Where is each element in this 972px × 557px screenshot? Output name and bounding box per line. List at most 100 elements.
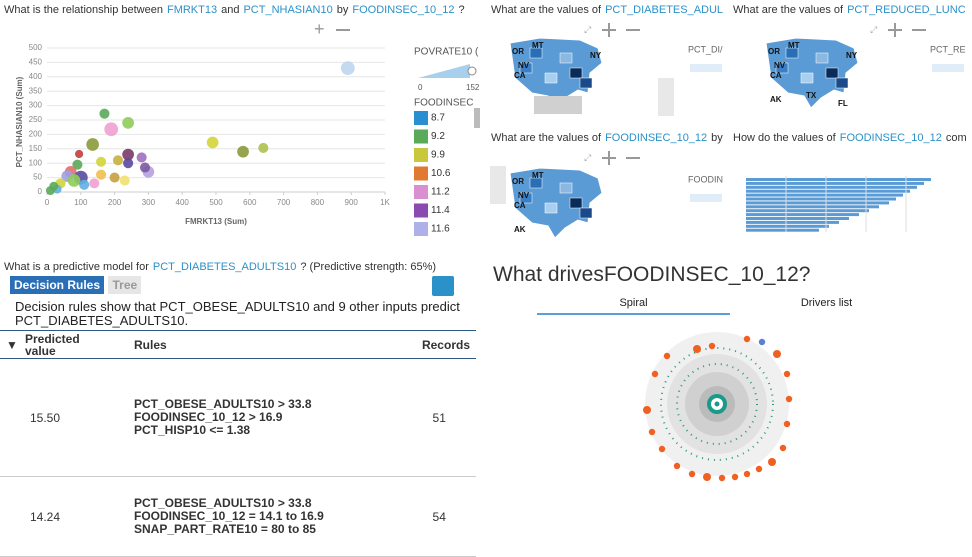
- legend-label: 8.7: [431, 113, 445, 124]
- bubble: [136, 152, 147, 163]
- x-tick-label: 600: [243, 198, 257, 207]
- driver-dot[interactable]: [658, 445, 666, 453]
- thumbnail-bar: [746, 178, 931, 181]
- driver-dot[interactable]: [785, 395, 793, 403]
- bubble: [206, 136, 219, 149]
- rule: FOODINSEC_10_12 = 14.1 to 16.9: [134, 509, 324, 523]
- driver-dot[interactable]: [648, 428, 656, 436]
- legend-title: PCT_DI/: [688, 44, 723, 54]
- question-part: What is a predictive model for: [4, 261, 149, 273]
- zoom-in[interactable]: [608, 23, 610, 37]
- driver-dot[interactable]: [783, 420, 791, 428]
- driver-dot[interactable]: [708, 342, 716, 350]
- driver-dot[interactable]: [773, 350, 781, 358]
- carousel-prev[interactable]: [490, 166, 506, 204]
- header-cell: Records: [421, 337, 470, 352]
- question-part: ?: [798, 263, 811, 286]
- map-question: What are the values of PCT_REDUCED_LUNC: [733, 4, 972, 16]
- state-label: NY: [590, 51, 602, 60]
- rule: PCT_OBESE_ADULTS10 > 33.8: [134, 397, 312, 411]
- bubble: [96, 169, 107, 180]
- map-region: [835, 77, 849, 89]
- insight-button[interactable]: [432, 276, 454, 296]
- legend-tick: 0: [418, 83, 423, 92]
- driver-dot[interactable]: [693, 345, 701, 353]
- driver-dot[interactable]: [718, 474, 726, 482]
- map-region: [579, 207, 593, 219]
- legend-title: PCT_RE: [930, 44, 966, 54]
- legend-gradient: [690, 64, 722, 72]
- thumbnail-bar: [746, 185, 917, 189]
- map-region: [569, 67, 583, 79]
- thumbnail-bar: [746, 205, 879, 209]
- driver-dot[interactable]: [768, 458, 776, 466]
- question-part: FOODINSEC_10_12: [603, 263, 799, 286]
- x-tick-label: 900: [345, 198, 359, 207]
- zoom-in[interactable]: [608, 151, 610, 165]
- bubble: [67, 174, 81, 187]
- y-tick-label: 450: [29, 58, 43, 67]
- cell: 14.24: [30, 509, 61, 524]
- driver-dot[interactable]: [651, 370, 659, 378]
- driver-dot[interactable]: [743, 470, 751, 478]
- driver-dot[interactable]: [663, 352, 671, 360]
- driver-dot[interactable]: [758, 338, 766, 346]
- state-label: MT: [532, 171, 544, 180]
- driver-dot[interactable]: [783, 370, 791, 378]
- driver-dot[interactable]: [703, 473, 711, 481]
- x-tick-label: 800: [311, 198, 325, 207]
- state-label: MT: [788, 41, 800, 50]
- legend-label: 9.2: [431, 131, 445, 142]
- zoom-out[interactable]: [626, 29, 640, 31]
- bubble: [122, 148, 134, 161]
- header-cell: Predicted value: [25, 331, 80, 358]
- driver-dot[interactable]: [743, 335, 751, 343]
- map-region: [775, 62, 789, 74]
- size-wedge: [418, 64, 470, 78]
- zoom-out[interactable]: [912, 29, 926, 31]
- driver-dot[interactable]: [731, 473, 739, 481]
- driver-dot[interactable]: [755, 465, 763, 473]
- header-row: ▼ Predicted value Rules Records: [0, 330, 476, 359]
- map-region: [519, 62, 533, 74]
- state-label: MT: [532, 41, 544, 50]
- driver-dot[interactable]: [688, 470, 696, 478]
- question-part: How do the values of: [733, 132, 836, 144]
- carousel-next[interactable]: [658, 78, 674, 116]
- zoom-out[interactable]: [626, 157, 640, 159]
- ring: [660, 347, 774, 461]
- drivers-title: What drivesFOODINSEC_10_12?: [493, 263, 810, 287]
- zoom-controls[interactable]: +: [314, 19, 350, 39]
- state-label: NV: [518, 61, 530, 70]
- legend-swatch: [414, 185, 428, 199]
- scatter-chart: PCT_NHASIAN10 (Sum) FMRKT13 (Sum) + 0 50 1…: [15, 19, 480, 236]
- sort-icon[interactable]: ▼: [6, 337, 18, 352]
- map-region: [569, 197, 583, 209]
- thumbnail-bar: [746, 197, 896, 201]
- y-tick-label: 200: [29, 130, 43, 139]
- thumbnail-bar: [746, 189, 910, 193]
- question-part: by: [711, 132, 723, 144]
- tab[interactable]: Tree: [108, 276, 142, 294]
- tab[interactable]: Drivers list: [800, 297, 853, 309]
- map-region: [579, 77, 593, 89]
- zoom-in[interactable]: +: [314, 19, 325, 39]
- tab[interactable]: Decision Rules: [10, 276, 105, 294]
- y-tick-label: 300: [29, 101, 43, 110]
- thumbnail-bar: [746, 217, 849, 220]
- y-tick-label: 50: [33, 173, 42, 182]
- question-part: What are the values of: [733, 4, 844, 16]
- cell: 15.50: [30, 410, 61, 425]
- zoom-in[interactable]: [894, 23, 896, 37]
- state-label: AK: [514, 225, 526, 234]
- legend-title: FOODIN: [688, 174, 723, 184]
- zoom-out[interactable]: [336, 29, 350, 31]
- table-row: 14.24 PCT_OBESE_ADULTS10 > 33.8 FOODINSEC_…: [0, 477, 476, 557]
- tab[interactable]: Spiral: [537, 297, 730, 315]
- driver-dot[interactable]: [779, 444, 787, 452]
- driver-dot[interactable]: [643, 406, 651, 414]
- question-part: FOODINSEC_10_12: [605, 132, 708, 144]
- bubble: [86, 138, 99, 151]
- carousel-down[interactable]: [534, 96, 582, 114]
- driver-dot[interactable]: [673, 462, 681, 470]
